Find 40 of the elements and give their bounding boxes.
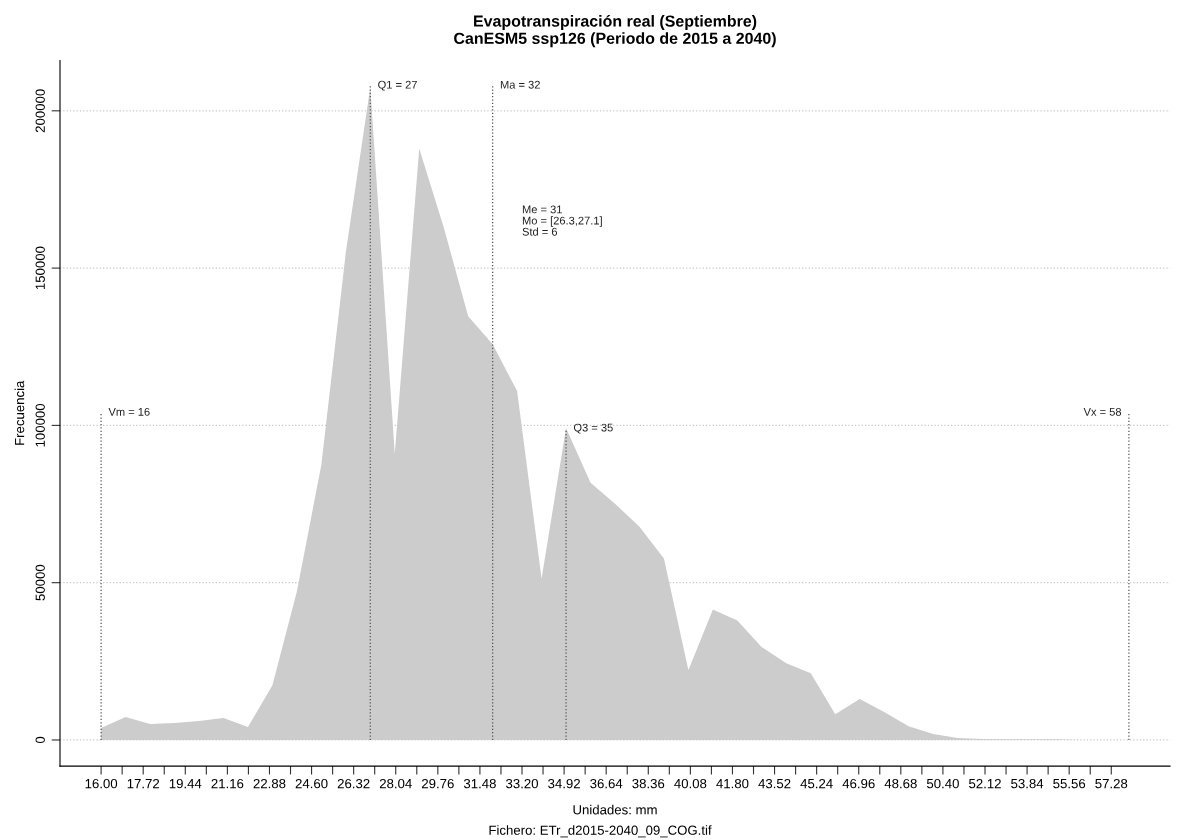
y-tick-label: 50000 [35,564,45,601]
x-axis-title: Unidades: mm [573,804,657,815]
x-tick-label: 41.80 [716,778,749,789]
chart-title: Evapotranspiración real (Septiembre) CanESM5 ssp126 (Periodo de 2015 a 2040) [454,14,776,48]
y-tick-label: 0 [35,736,45,744]
x-tick-label: 52.12 [969,778,1001,789]
annotation: Ma = 32 [500,80,540,89]
x-tick-label: 55.56 [1053,778,1086,789]
x-tick-label: 40.08 [674,778,707,789]
x-tick-label: 28.04 [379,778,412,789]
x-tick-label: 34.92 [548,778,580,789]
x-tick-label: 43.52 [758,778,791,789]
x-tick-label: 48.68 [884,778,917,789]
x-tick-label: 24.60 [295,778,328,789]
y-tick-label: 200000 [35,89,45,133]
x-tick-label: 16.00 [85,778,118,789]
x-tick-label: 38.36 [632,778,665,789]
x-tick-label: 17.72 [127,778,160,789]
x-tick-label: 31.48 [463,778,496,789]
x-tick-label: 29.76 [421,778,454,789]
x-tick-label: 53.84 [1011,778,1044,789]
y-tick-label: 150000 [35,246,45,290]
annotation: Q3 = 35 [573,423,613,434]
x-tick-label: 19.44 [169,778,202,789]
x-tick-label: 26.32 [337,778,370,789]
x-tick-label: 22.88 [253,778,286,789]
annotation: Vm = 16 [108,407,150,416]
y-axis-title: Frecuencia [14,380,25,445]
x-tick-label: 50.40 [926,778,959,789]
x-tick-label: 45.24 [800,778,833,789]
annotation: Vx = 58 [1083,407,1122,416]
x-tick-label: 57.28 [1095,778,1128,789]
x-tick-label: 33.20 [506,778,539,789]
annotation: Q1 = 27 [378,80,417,91]
x-tick-label: 46.96 [842,778,875,789]
text: Fichero: ETr_d2015-2040_09_COG.tif [489,825,712,838]
annotation: Me = 31 Mo = [26.3,27.1] Std = 6 [522,205,602,236]
x-tick-label: 36.64 [590,778,623,789]
y-tick-label: 100000 [35,403,45,447]
x-tick-label: 21.16 [211,778,244,789]
